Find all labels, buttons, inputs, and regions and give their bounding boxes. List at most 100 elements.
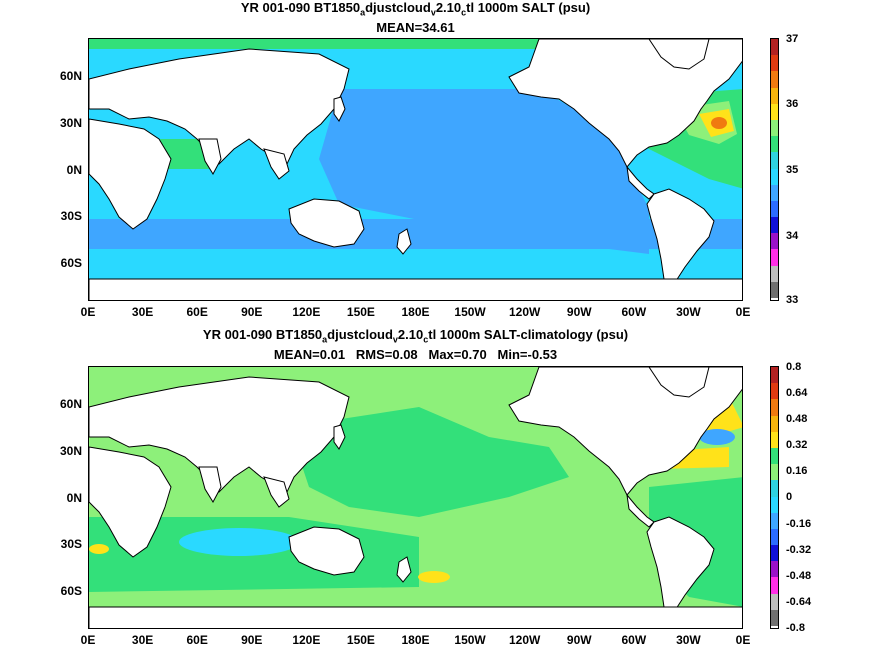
land-masses [89, 367, 742, 628]
colorbar-segment [771, 480, 778, 497]
lon-tick-0: 0E [80, 305, 96, 319]
cbar-label-0.16: 0.16 [786, 465, 808, 477]
land-seAsia [263, 148, 290, 180]
land-greenland [648, 367, 710, 398]
colorbar-segment [771, 103, 778, 120]
lat-tick-30n: 30N [59, 116, 82, 130]
lat-tick-60s: 60S [60, 584, 82, 598]
colorbar-segment [771, 528, 778, 546]
top-panel-stats: MEAN=34.61 [376, 20, 455, 35]
cbar-label-0: 0 [786, 491, 793, 503]
land-india [198, 138, 222, 176]
colorbar-segment [771, 383, 778, 400]
top-panel-title: YR 001-090 BT1850adjustcloudv2.10ctl 100… [240, 0, 591, 18]
lon-tick-11: 30W [676, 305, 701, 319]
lat-tick-30n: 30N [59, 444, 82, 458]
cbar-label-0.48: 0.48 [786, 413, 808, 425]
lon-tick-3: 90E [241, 633, 263, 647]
land-centralAmerica [626, 165, 655, 200]
lon-tick-9: 90W [566, 305, 592, 319]
land-australia [288, 526, 365, 576]
colorbar-segment [771, 593, 778, 610]
cbar-label-0.8: 0.8 [786, 361, 802, 373]
colorbar-segment [771, 281, 778, 298]
lon-tick-4: 120E [292, 305, 321, 319]
cbar-label-m0.48: -0.48 [786, 570, 812, 582]
lon-tick-8: 120W [508, 633, 541, 647]
land-centralAmerica [626, 493, 655, 528]
cbar-label-36: 36 [786, 98, 799, 110]
colorbar-segment [771, 415, 778, 432]
cbar-label-34: 34 [786, 230, 799, 242]
bottom-colorbar [770, 366, 779, 629]
north-atlantic-blue [699, 429, 735, 445]
cbar-label-m0.16: -0.16 [786, 518, 812, 530]
cbar-label-0.64: 0.64 [786, 387, 808, 399]
cbar-label-0.32: 0.32 [786, 439, 808, 451]
colorbar-segment [771, 233, 778, 250]
colorbar-segment [771, 609, 778, 626]
lon-tick-4: 120E [292, 633, 321, 647]
lon-tick-0: 0E [80, 633, 96, 647]
colorbar-segment [771, 136, 778, 153]
colorbar-segment [771, 55, 778, 72]
cbar-label-37: 37 [786, 33, 799, 45]
top-map [88, 38, 743, 301]
bottom-map [88, 366, 743, 629]
lon-tick-7: 150W [454, 305, 486, 319]
lon-tick-12: 0E [735, 305, 751, 319]
bottom-panel-stats: MEAN=0.01 RMS=0.08 Max=0.70 Min=-0.53 [273, 347, 558, 362]
south-pacific-yellow [418, 571, 450, 583]
lon-tick-7: 150W [454, 633, 486, 647]
land-northAmerica [508, 367, 742, 496]
land-nz [396, 228, 412, 255]
colorbar-segment [771, 431, 778, 448]
southern-ocean-blue-band [89, 219, 742, 249]
colorbar-segment [771, 119, 778, 137]
land-antarctica [89, 606, 742, 628]
colorbar-segment [771, 577, 778, 594]
lat-tick-60n: 60N [59, 397, 82, 411]
lat-tick-0n: 0N [66, 491, 82, 505]
mediterranean-outflow-orange [711, 117, 727, 129]
colorbar-segment [771, 464, 778, 481]
cbar-label-m0.32: -0.32 [786, 544, 812, 556]
lon-tick-1: 30E [131, 305, 154, 319]
pacific-blue-region [319, 89, 649, 254]
lat-tick-60s: 60S [60, 256, 82, 270]
north-pacific-green [289, 407, 569, 517]
colorbar-segment [771, 367, 778, 384]
bottom-panel-title: YR 001-090 BT1850adjustcloudv2.10ctl 100… [202, 327, 629, 345]
lon-tick-10: 60W [621, 305, 647, 319]
land-northAmerica [508, 39, 742, 168]
land-nz [396, 556, 412, 583]
land-greenland [648, 39, 710, 70]
colorbar-segment [771, 71, 778, 88]
colorbar-segment [771, 512, 778, 529]
lon-tick-3: 90E [241, 305, 263, 319]
colorbar-segment [771, 265, 778, 282]
colorbar-segment [771, 39, 778, 56]
land-seAsia [263, 476, 290, 508]
agulhas-yellow [89, 544, 109, 554]
lat-tick-0n: 0N [66, 163, 82, 177]
colorbar-segment [771, 399, 778, 416]
lon-tick-12: 0E [735, 633, 751, 647]
colorbar-segment [771, 184, 778, 201]
land-antarctica [89, 278, 742, 300]
lon-tick-5: 150E [346, 633, 375, 647]
colorbar-segment [771, 152, 778, 169]
lon-tick-11: 30W [676, 633, 701, 647]
lon-tick-2: 60E [186, 305, 208, 319]
lat-tick-30s: 30S [60, 209, 82, 223]
colorbar-segment [771, 87, 778, 104]
cbar-label-m0.64: -0.64 [786, 596, 812, 608]
lon-tick-5: 150E [346, 305, 375, 319]
land-africa [89, 118, 172, 230]
lon-tick-2: 60E [186, 633, 208, 647]
colorbar-segment [771, 249, 778, 266]
indian-cyan-patch [179, 528, 299, 556]
land-japan [333, 424, 346, 450]
lon-tick-6: 180E [401, 305, 430, 319]
land-india [198, 466, 222, 504]
